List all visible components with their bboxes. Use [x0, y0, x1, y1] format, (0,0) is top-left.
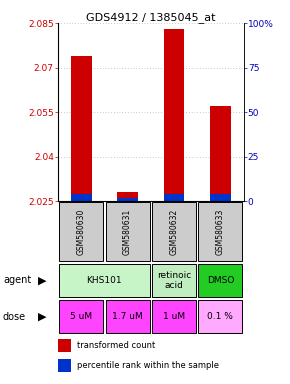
Text: GSM580630: GSM580630 [77, 209, 86, 255]
Text: 0.1 %: 0.1 % [207, 312, 233, 321]
Text: KHS101: KHS101 [87, 276, 122, 285]
Text: DMSO: DMSO [207, 276, 234, 285]
Text: GSM580633: GSM580633 [216, 209, 225, 255]
Text: 5 uM: 5 uM [70, 312, 92, 321]
Bar [59, 300, 103, 333]
Text: 1.7 uM: 1.7 uM [112, 312, 143, 321]
Bar [117, 197, 138, 201]
Bar [198, 264, 242, 297]
Bar [210, 194, 231, 201]
Bar [59, 202, 103, 261]
Bar [198, 202, 242, 261]
Text: GSM580631: GSM580631 [123, 209, 132, 255]
Bar [152, 202, 196, 261]
Text: ▶: ▶ [38, 311, 46, 321]
Bar [164, 29, 184, 201]
Text: GSM580632: GSM580632 [169, 209, 179, 255]
Bar [117, 192, 138, 201]
Bar [152, 300, 196, 333]
Text: transformed count: transformed count [77, 341, 155, 350]
Bar [58, 339, 71, 352]
Bar [106, 300, 150, 333]
Text: percentile rank within the sample: percentile rank within the sample [77, 361, 219, 370]
Bar [106, 202, 150, 261]
Text: ▶: ▶ [38, 275, 46, 285]
Bar [164, 194, 184, 201]
Text: 1 uM: 1 uM [163, 312, 185, 321]
Text: agent: agent [3, 275, 31, 285]
Text: retinoic
acid: retinoic acid [157, 271, 191, 290]
Bar [210, 106, 231, 201]
Text: dose: dose [3, 311, 26, 321]
Bar [71, 194, 92, 201]
Bar [59, 264, 150, 297]
Title: GDS4912 / 1385045_at: GDS4912 / 1385045_at [86, 12, 215, 23]
Bar [58, 359, 71, 372]
Bar [71, 56, 92, 201]
Bar [198, 300, 242, 333]
Bar [152, 264, 196, 297]
